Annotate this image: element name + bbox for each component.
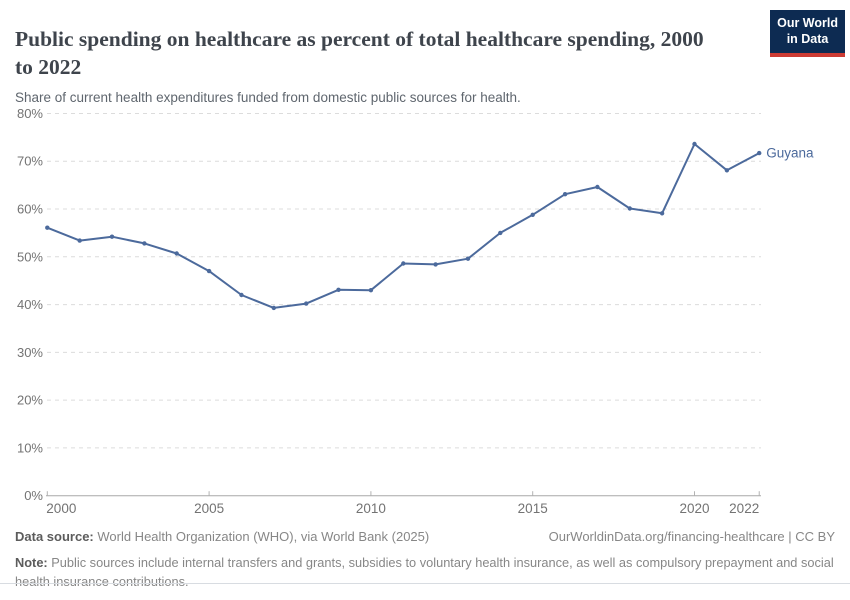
chart-line-guyana [46,143,761,309]
citation-link[interactable]: OurWorldinData.org/financing-healthcare … [548,529,835,544]
data-source-text: World Health Organization (WHO), via Wor… [93,529,430,544]
data-point [45,225,50,230]
data-point [304,301,309,306]
x-axis-tick-label: 2015 [518,501,548,516]
y-axis-tick-label: 10% [17,440,43,455]
line-chart: 0% 10% 20% 30% 40% 50% 60% 70% 80% 2000 2005 2010 20… [17,106,814,516]
series-label-guyana[interactable]: Guyana [766,146,814,161]
data-point [433,262,438,267]
plot-area: 0% 10% 20% 30% 40% 50% 60% 70% 80% 2000 2005 2010 20… [0,95,850,530]
x-axis-tick-label: 2020 [679,501,709,516]
y-axis-tick-label: 40% [17,297,43,312]
data-source: Data source: World Health Organization (… [15,528,429,546]
chart-footer: Data source: World Health Organization (… [15,528,835,592]
data-point [627,206,632,211]
x-axis-tick-label: 2022 [729,501,759,516]
data-point [401,261,406,266]
data-point [239,292,244,298]
data-point [530,212,535,217]
owid-logo-line2: in Data [786,32,829,47]
data-point [724,168,730,173]
x-axis-tick-label: 2005 [194,501,224,516]
y-axis-tick-label: 30% [17,345,43,360]
y-axis-tick-label: 60% [17,202,43,217]
data-point [498,230,503,236]
bottom-divider [0,583,850,584]
y-axis-tick-label: 50% [17,249,43,264]
chart-subtitle: Share of current health expenditures fun… [15,89,521,105]
note: Note: Public sources include internal tr… [15,553,835,591]
owid-logo[interactable]: Our World in Data [770,10,845,57]
y-axis-tick-label: 80% [17,106,43,121]
data-point [109,234,115,239]
y-axis-tick-label: 0% [24,488,43,503]
x-axis-tick-label: 2000 [46,501,76,516]
data-point [206,268,212,274]
data-point [562,192,568,197]
chart-title: Public spending on healthcare as percent… [15,27,704,79]
data-point [692,141,697,147]
note-label: Note: [15,555,48,571]
data-point [595,184,600,190]
owid-logo-line1: Our World [777,16,838,30]
data-point [271,305,276,311]
data-point [659,211,665,216]
data-point [465,256,471,261]
x-axis-tick-label: 2010 [356,501,386,516]
y-axis-tick-label: 70% [17,154,43,169]
data-point [368,288,374,293]
data-point [142,241,147,246]
data-source-label: Data source: [15,529,94,544]
y-axis-tick-label: 20% [17,393,43,408]
data-point [757,150,762,156]
note-text: Public sources include internal transfer… [15,555,834,590]
data-point [336,287,341,292]
data-point [174,251,179,256]
data-point [77,238,82,243]
